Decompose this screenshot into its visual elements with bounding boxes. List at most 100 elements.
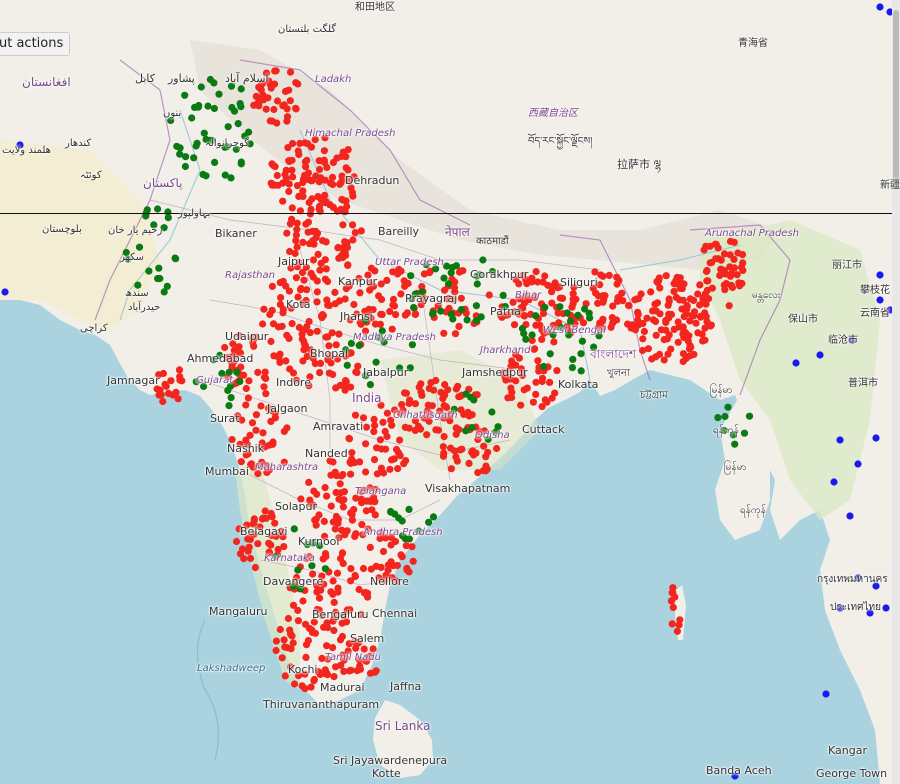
red-marker[interactable]: [319, 311, 328, 320]
red-marker[interactable]: [424, 401, 432, 409]
red-marker[interactable]: [538, 403, 546, 411]
green-marker[interactable]: [361, 372, 369, 380]
red-marker[interactable]: [668, 620, 676, 628]
red-marker[interactable]: [271, 80, 279, 88]
red-marker[interactable]: [348, 449, 356, 457]
red-marker[interactable]: [355, 274, 363, 283]
green-marker[interactable]: [226, 382, 235, 390]
green-marker[interactable]: [387, 508, 395, 516]
red-marker[interactable]: [599, 292, 607, 300]
green-marker[interactable]: [501, 303, 509, 311]
red-marker[interactable]: [673, 627, 682, 635]
red-marker[interactable]: [362, 507, 370, 515]
green-marker[interactable]: [395, 514, 403, 522]
red-marker[interactable]: [250, 101, 258, 109]
red-marker[interactable]: [308, 628, 317, 637]
red-marker[interactable]: [379, 418, 387, 426]
red-marker[interactable]: [321, 256, 329, 264]
red-marker[interactable]: [665, 331, 673, 339]
red-marker[interactable]: [535, 367, 543, 375]
red-marker[interactable]: [539, 278, 547, 286]
green-marker[interactable]: [522, 335, 530, 343]
red-marker[interactable]: [254, 540, 262, 548]
red-marker[interactable]: [359, 414, 368, 422]
red-marker[interactable]: [329, 577, 337, 585]
red-marker[interactable]: [515, 295, 524, 303]
green-marker[interactable]: [411, 290, 419, 298]
red-marker[interactable]: [265, 77, 273, 85]
red-marker[interactable]: [536, 321, 544, 329]
red-marker[interactable]: [376, 320, 384, 328]
red-marker[interactable]: [403, 309, 411, 317]
red-marker[interactable]: [263, 468, 271, 476]
red-marker[interactable]: [306, 329, 314, 337]
red-marker[interactable]: [313, 277, 321, 285]
green-marker[interactable]: [316, 541, 324, 550]
red-marker[interactable]: [307, 346, 315, 354]
red-marker[interactable]: [393, 561, 401, 570]
red-marker[interactable]: [321, 550, 330, 558]
red-marker[interactable]: [357, 610, 365, 618]
blue-marker[interactable]: [886, 306, 894, 314]
red-marker[interactable]: [667, 597, 676, 605]
red-marker[interactable]: [346, 316, 354, 324]
red-marker[interactable]: [672, 293, 681, 301]
red-marker[interactable]: [474, 469, 482, 477]
green-marker[interactable]: [224, 123, 232, 131]
red-marker[interactable]: [321, 176, 329, 184]
red-marker[interactable]: [300, 276, 308, 284]
red-marker[interactable]: [377, 280, 385, 288]
red-marker[interactable]: [418, 283, 426, 291]
red-marker[interactable]: [306, 373, 314, 381]
red-marker[interactable]: [680, 313, 688, 321]
red-marker[interactable]: [665, 310, 673, 318]
green-marker[interactable]: [452, 262, 460, 270]
green-marker[interactable]: [372, 358, 380, 366]
red-marker[interactable]: [332, 341, 340, 349]
red-marker[interactable]: [315, 594, 324, 602]
red-marker[interactable]: [394, 465, 402, 473]
red-marker[interactable]: [363, 654, 371, 662]
red-marker[interactable]: [358, 499, 366, 507]
red-marker[interactable]: [349, 221, 357, 229]
red-marker[interactable]: [341, 531, 349, 539]
red-marker[interactable]: [396, 436, 404, 444]
red-marker[interactable]: [504, 311, 512, 319]
blue-marker[interactable]: [792, 359, 800, 367]
blue-marker[interactable]: [848, 336, 856, 344]
red-marker[interactable]: [242, 384, 250, 393]
green-marker[interactable]: [532, 312, 540, 320]
blue-marker[interactable]: [882, 604, 890, 612]
green-marker[interactable]: [227, 174, 235, 182]
red-marker[interactable]: [238, 545, 247, 553]
red-marker[interactable]: [331, 608, 340, 617]
red-marker[interactable]: [280, 636, 288, 644]
red-marker[interactable]: [353, 667, 361, 675]
green-marker[interactable]: [225, 368, 233, 376]
red-marker[interactable]: [345, 177, 353, 185]
red-marker[interactable]: [361, 327, 370, 335]
red-marker[interactable]: [639, 335, 647, 343]
red-marker[interactable]: [532, 390, 540, 398]
red-marker[interactable]: [608, 314, 616, 322]
red-marker[interactable]: [276, 350, 284, 358]
red-marker[interactable]: [286, 247, 294, 256]
red-marker[interactable]: [238, 416, 246, 424]
green-marker[interactable]: [343, 361, 351, 369]
red-marker[interactable]: [640, 327, 649, 336]
blue-marker[interactable]: [830, 478, 838, 486]
red-marker[interactable]: [334, 584, 342, 592]
red-marker[interactable]: [720, 250, 729, 258]
red-marker[interactable]: [330, 626, 338, 635]
red-marker[interactable]: [316, 369, 324, 377]
red-marker[interactable]: [393, 577, 401, 585]
red-marker[interactable]: [347, 349, 355, 357]
red-marker[interactable]: [530, 345, 538, 353]
red-marker[interactable]: [286, 365, 294, 373]
green-marker[interactable]: [443, 262, 451, 270]
red-marker[interactable]: [307, 269, 315, 277]
red-marker[interactable]: [295, 259, 303, 267]
red-marker[interactable]: [258, 458, 266, 466]
red-marker[interactable]: [613, 273, 621, 281]
red-marker[interactable]: [391, 406, 399, 414]
